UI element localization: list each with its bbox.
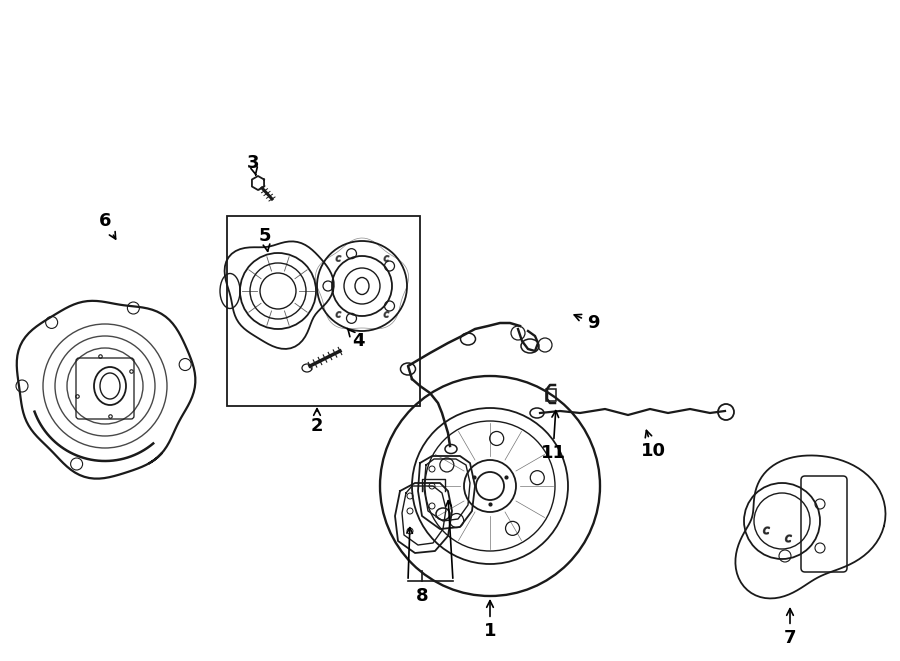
Text: 1: 1 <box>484 601 496 640</box>
Text: 11: 11 <box>541 410 565 462</box>
Text: 9: 9 <box>574 314 599 332</box>
Bar <box>546 389 556 401</box>
Text: 5: 5 <box>259 227 271 251</box>
Bar <box>227 216 420 406</box>
Text: 10: 10 <box>641 430 665 460</box>
Text: 6: 6 <box>99 212 115 239</box>
Text: 8: 8 <box>416 587 428 605</box>
Text: 4: 4 <box>347 329 365 350</box>
Text: 3: 3 <box>247 154 259 175</box>
Text: 7: 7 <box>784 609 796 647</box>
Text: 2: 2 <box>310 408 323 435</box>
